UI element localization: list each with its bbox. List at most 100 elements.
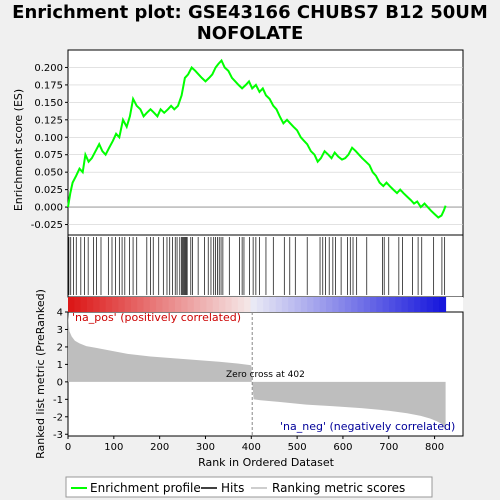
rank-y-tick-label: -3 — [53, 430, 63, 441]
rank-x-tick-label: 400 — [242, 442, 261, 453]
enrichment-profile-line — [67, 58, 447, 219]
hits-panel — [67, 234, 464, 298]
heatbar-cell — [174, 297, 182, 312]
heatbar-cell — [288, 297, 296, 312]
es-ylabel: Enrichment score (ES) — [12, 89, 25, 211]
heatbar-cell — [256, 297, 264, 312]
heatbar-cell — [206, 297, 214, 312]
rank-y-tick-label: 4 — [57, 308, 63, 319]
rank-x-tick-label: 600 — [333, 442, 352, 453]
hits-group — [68, 237, 446, 295]
heatbar-cell — [401, 297, 409, 312]
heatbar-cell — [426, 297, 434, 312]
rank-y-tick-label: -2 — [53, 412, 63, 423]
heatbar-cell — [225, 297, 233, 312]
legend-enrichment-label: Enrichment profile — [90, 481, 201, 495]
es-grid — [68, 67, 463, 225]
rank-x-axis: 0 100 200 300 400 500 600 700 800 — [65, 436, 444, 453]
ranking-metric-area — [68, 313, 446, 431]
heatbar-cell — [68, 297, 75, 312]
heatbar-cell — [370, 297, 377, 312]
heatbar-cell — [162, 297, 170, 312]
es-y-tick-label: 0.125 — [34, 115, 63, 126]
chart-title-line2: NOFOLATE — [196, 23, 304, 44]
heatbar-cell — [300, 297, 308, 312]
heatbar-cell — [237, 297, 245, 312]
rank-y-tick-label: -1 — [53, 395, 63, 406]
heatbar-cell — [231, 297, 239, 312]
heatbar-cell — [395, 297, 403, 312]
heatbar-cell — [137, 297, 145, 312]
rank-x-tick-label: 800 — [425, 442, 444, 453]
heatbar-cell — [118, 297, 126, 312]
heatbar-cell — [219, 297, 226, 312]
heatbar-cell — [420, 297, 428, 312]
heatbar-cell — [187, 297, 195, 312]
heatbar-cell — [433, 297, 440, 312]
heatbar-cell — [332, 297, 340, 312]
heatbar-cell — [80, 297, 88, 312]
legend-hits-label: Hits — [221, 481, 244, 495]
heatbar-cell — [193, 297, 201, 312]
heatbar-cell — [344, 297, 352, 312]
heatbar-cell — [281, 297, 289, 312]
heatbar-cell — [319, 297, 327, 312]
heatbar-cell — [307, 297, 314, 312]
rank-x-tick-label: 700 — [379, 442, 398, 453]
heatbar-cell — [212, 297, 220, 312]
es-y-tick-label: 0.200 — [34, 63, 63, 74]
heatbar-cell — [313, 297, 321, 312]
es-panel — [67, 49, 464, 236]
zero-cross-label: Zero cross at 402 — [226, 370, 305, 380]
heatbar-cell — [338, 297, 346, 312]
heatbar-cell — [105, 297, 113, 312]
heatbar-cell — [93, 297, 100, 312]
heatbar-cell — [168, 297, 176, 312]
heatbar-cell — [263, 297, 270, 312]
es-y-tick-label: 0.025 — [34, 185, 63, 196]
heatbar-cell — [181, 297, 189, 312]
heatbar-cell — [351, 297, 358, 312]
heatbar-cell — [124, 297, 132, 312]
rank-y-tick-label: 3 — [57, 325, 63, 336]
heatbar-cell — [74, 297, 82, 312]
heatbar-cell — [382, 297, 390, 312]
es-y-axis: -0.025 0.000 0.025 0.050 0.075 0.100 0.125 0.15… — [31, 63, 68, 231]
chart-title-line1: Enrichment plot: GSE43166 CHUBS7 B12 50U… — [12, 2, 488, 23]
rank-y-tick-label: 1 — [57, 360, 63, 371]
heatbar-cell — [130, 297, 138, 312]
rank-x-tick-label: 500 — [288, 442, 307, 453]
heatbar-cell — [439, 297, 447, 312]
rank-x-tick-label: 0 — [65, 442, 71, 453]
rank-x-tick-label: 100 — [104, 442, 123, 453]
rank-y-tick-label: 0 — [57, 377, 63, 388]
rank-ylabel: Ranked list metric (PreRanked) — [34, 289, 47, 459]
es-y-tick-label: 0.175 — [34, 80, 63, 91]
heatbar-cell — [200, 297, 207, 312]
es-y-tick-label: 0.050 — [34, 168, 63, 179]
heatbar-cell — [294, 297, 302, 312]
heatbar-cell — [269, 297, 277, 312]
heatbar-cell — [275, 297, 283, 312]
heatbar-cell — [357, 297, 365, 312]
pos-label: 'na_pos' (positively correlated) — [72, 311, 241, 324]
heatbar-cell — [156, 297, 163, 312]
legend-ranking-label: Ranking metric scores — [272, 481, 405, 495]
heatbar-cell — [149, 297, 157, 312]
heatbar-cell — [143, 297, 151, 312]
heatbar-cell — [244, 297, 252, 312]
rank-xlabel: Rank in Ordered Dataset — [198, 456, 335, 469]
heatbar-cell — [376, 297, 384, 312]
neg-label: 'na_neg' (negatively correlated) — [280, 420, 455, 433]
heatbar-cell — [86, 297, 94, 312]
rank-heatbar — [68, 297, 447, 312]
heatbar-cell — [407, 297, 415, 312]
heatbar-cell — [112, 297, 119, 312]
heatbar-cell — [326, 297, 333, 312]
heatbar-cell — [363, 297, 371, 312]
heatbar-cell — [414, 297, 421, 312]
es-y-tick-label: -0.025 — [31, 220, 63, 231]
heatbar-cell — [99, 297, 107, 312]
rank-y-axis: -3 -2 -1 0 1 2 3 4 — [53, 308, 68, 441]
